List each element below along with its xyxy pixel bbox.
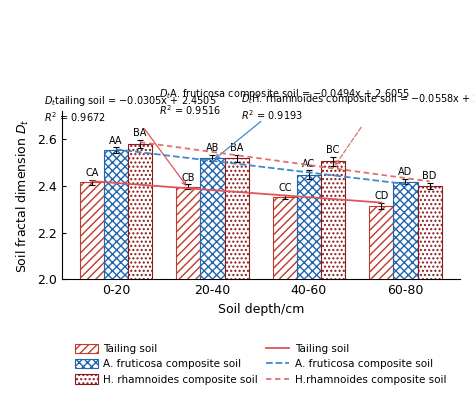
Text: AB: AB <box>206 143 219 153</box>
Bar <box>128 144 152 411</box>
Bar <box>176 187 201 411</box>
Bar <box>225 158 249 411</box>
X-axis label: Soil depth/cm: Soil depth/cm <box>218 303 304 316</box>
Bar <box>297 175 321 411</box>
Bar <box>418 186 442 411</box>
Text: BA: BA <box>133 128 147 138</box>
Text: CD: CD <box>374 191 389 201</box>
Text: AC: AC <box>302 159 316 169</box>
Bar <box>201 158 225 411</box>
Bar <box>104 150 128 411</box>
Bar <box>369 206 393 411</box>
Bar <box>393 182 418 411</box>
Text: AA: AA <box>109 136 123 145</box>
Text: $D_t$A. fruticosa composite soil = −0.0494x + 2.6055
$R^2$ = 0.9516: $D_t$A. fruticosa composite soil = −0.04… <box>159 87 410 158</box>
Text: $D_t$tailing soil = −0.0305x + 2.4505
$R^2$ = 0.9672: $D_t$tailing soil = −0.0305x + 2.4505 $R… <box>44 94 216 185</box>
Y-axis label: Soil fractal dimension $D_t$: Soil fractal dimension $D_t$ <box>15 118 31 272</box>
Text: CC: CC <box>278 183 292 193</box>
Text: $D_t$H. rhamnoides composite soil = −0.0558x + 2.6425
$R^2$ = 0.9193: $D_t$H. rhamnoides composite soil = −0.0… <box>241 92 474 165</box>
Bar <box>273 197 297 411</box>
Text: AD: AD <box>398 167 412 177</box>
Legend: Tailing soil, A. fruticosa composite soil, H. rhamnoides composite soil, Tailing: Tailing soil, A. fruticosa composite soi… <box>71 339 450 389</box>
Text: BD: BD <box>422 171 437 181</box>
Text: BA: BA <box>230 143 243 153</box>
Text: CB: CB <box>182 173 195 182</box>
Text: CA: CA <box>85 168 99 178</box>
Text: BC: BC <box>327 145 340 155</box>
Bar <box>80 182 104 411</box>
Bar <box>321 161 345 411</box>
